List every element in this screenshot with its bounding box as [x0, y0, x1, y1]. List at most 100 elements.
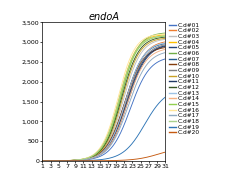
C.d#04 [99, 147, 102, 149]
C.d#07 [114, 129, 117, 131]
Line: C.d#04: C.d#04 [42, 35, 165, 161]
Line: C.d#08: C.d#08 [42, 47, 165, 161]
C.d#13 [99, 152, 102, 155]
C.d#02 [164, 41, 167, 43]
C.d#19 [99, 159, 102, 161]
C.d#09 [107, 144, 110, 146]
C.d#20 [41, 160, 44, 162]
C.d#19 [164, 96, 167, 98]
C.d#15 [100, 147, 103, 149]
C.d#08 [164, 46, 167, 49]
C.d#08 [142, 59, 144, 61]
C.d#11 [164, 45, 167, 47]
C.d#08 [114, 128, 117, 130]
C.d#06 [107, 135, 110, 137]
Line: C.d#18: C.d#18 [42, 36, 165, 161]
C.d#03 [41, 160, 44, 162]
C.d#17 [161, 52, 164, 55]
C.d#01 [161, 59, 164, 61]
C.d#05 [142, 62, 144, 65]
C.d#03 [142, 49, 144, 52]
C.d#04 [114, 111, 117, 113]
Line: C.d#14: C.d#14 [42, 49, 165, 161]
Line: C.d#11: C.d#11 [42, 46, 165, 161]
Line: C.d#09: C.d#09 [42, 45, 165, 161]
Line: C.d#17: C.d#17 [42, 53, 165, 161]
C.d#11 [100, 152, 103, 154]
C.d#12 [100, 148, 103, 151]
C.d#04 [100, 146, 103, 148]
C.d#14 [99, 153, 102, 155]
C.d#20 [164, 151, 167, 153]
C.d#08 [100, 151, 103, 153]
C.d#14 [100, 153, 103, 155]
C.d#12 [161, 36, 164, 39]
C.d#19 [41, 160, 44, 162]
C.d#11 [41, 160, 44, 162]
C.d#14 [114, 134, 117, 136]
C.d#10 [41, 160, 44, 162]
C.d#02 [161, 41, 164, 44]
C.d#05 [107, 145, 110, 148]
C.d#08 [99, 151, 102, 154]
C.d#09 [41, 160, 44, 162]
C.d#17 [114, 136, 117, 139]
Line: C.d#19: C.d#19 [42, 97, 165, 161]
C.d#07 [164, 42, 167, 45]
C.d#13 [161, 42, 164, 45]
C.d#18 [164, 35, 167, 37]
C.d#14 [41, 160, 44, 162]
Line: C.d#07: C.d#07 [42, 44, 165, 161]
C.d#10 [142, 47, 144, 49]
C.d#10 [99, 150, 102, 152]
C.d#07 [107, 143, 110, 145]
C.d#04 [41, 160, 44, 162]
C.d#10 [100, 149, 103, 151]
C.d#18 [99, 147, 102, 149]
C.d#15 [99, 148, 102, 150]
C.d#01 [100, 155, 103, 157]
C.d#03 [107, 140, 110, 142]
C.d#13 [164, 42, 167, 44]
C.d#20 [100, 160, 103, 162]
C.d#02 [99, 153, 102, 155]
C.d#20 [114, 159, 117, 162]
Line: C.d#15: C.d#15 [42, 36, 165, 161]
C.d#18 [142, 41, 144, 44]
C.d#03 [161, 39, 164, 41]
C.d#17 [41, 160, 44, 162]
C.d#06 [142, 40, 144, 42]
C.d#19 [161, 99, 164, 101]
C.d#04 [161, 34, 164, 36]
Line: C.d#01: C.d#01 [42, 59, 165, 161]
C.d#15 [142, 42, 144, 45]
C.d#20 [107, 160, 110, 162]
C.d#18 [161, 35, 164, 37]
C.d#09 [164, 44, 167, 46]
C.d#03 [164, 38, 167, 41]
C.d#10 [114, 121, 117, 123]
C.d#17 [142, 69, 144, 71]
C.d#09 [100, 152, 103, 154]
C.d#13 [107, 143, 110, 145]
C.d#01 [142, 77, 144, 80]
C.d#07 [161, 43, 164, 45]
C.d#03 [100, 150, 103, 152]
C.d#12 [99, 149, 102, 151]
C.d#07 [41, 160, 44, 162]
C.d#15 [164, 35, 167, 37]
C.d#04 [142, 41, 144, 43]
Line: C.d#10: C.d#10 [42, 38, 165, 161]
C.d#05 [41, 160, 44, 162]
C.d#02 [142, 56, 144, 58]
C.d#09 [142, 59, 144, 61]
C.d#14 [161, 49, 164, 51]
C.d#15 [41, 160, 44, 162]
C.d#13 [142, 55, 144, 58]
Line: C.d#16: C.d#16 [42, 34, 165, 161]
C.d#01 [164, 58, 167, 60]
C.d#13 [114, 130, 117, 132]
C.d#05 [164, 45, 167, 47]
Line: C.d#05: C.d#05 [42, 46, 165, 161]
Line: C.d#02: C.d#02 [42, 42, 165, 161]
